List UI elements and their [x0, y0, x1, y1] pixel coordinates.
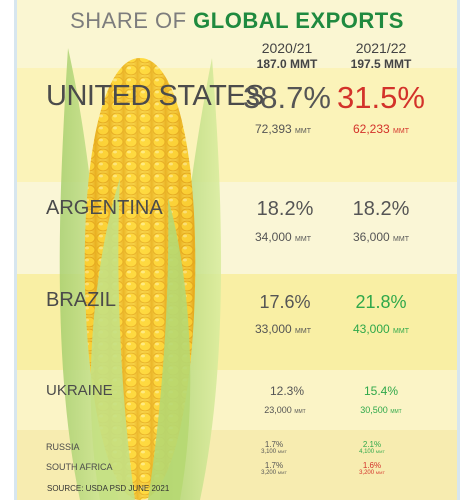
share-2021: 1.6%	[362, 461, 382, 470]
share-2021: 21.8%	[355, 292, 407, 312]
column-header-2020: 2020/21 187.0 MMT	[232, 40, 342, 71]
volume-2020: 3,100 MMT	[244, 449, 304, 455]
share-2020: 18.2%	[256, 198, 314, 220]
volume-2021: 4,100 MMT	[342, 449, 402, 455]
country-label: SOUTH AFRICA	[46, 462, 113, 472]
source-note: SOURCE: USDA PSD JUNE 2021	[47, 484, 170, 493]
country-label: ARGENTINA	[46, 197, 163, 219]
unit-label: MMT	[390, 409, 402, 415]
volume-value: 43,000	[353, 322, 390, 336]
column-year: 2020/21	[261, 40, 313, 56]
volume-2021: 3,200 MMT	[342, 470, 402, 476]
unit-label: MMT	[375, 449, 385, 454]
volume-2021: 36,000 MMT	[326, 230, 436, 244]
unit-label: MMT	[295, 236, 311, 243]
volume-value: 34,000	[255, 230, 292, 244]
country-label: UKRAINE	[46, 382, 113, 399]
unit-label: MMT	[393, 328, 409, 335]
share-2021: 15.4%	[363, 384, 399, 398]
unit-label: MMT	[277, 470, 287, 475]
volume-2020: 33,000 MMT	[228, 322, 338, 336]
country-label: BRAZIL	[46, 289, 117, 311]
volume-value: 4,100	[359, 449, 375, 455]
unit-label: MMT	[277, 449, 287, 454]
share-2021: 2.1%	[362, 440, 382, 449]
title-emphasis: GLOBAL EXPORTS	[193, 8, 404, 33]
volume-value: 3,100	[261, 449, 277, 455]
page-title: SHARE OF GLOBAL EXPORTS	[0, 8, 474, 34]
title-lead: SHARE OF	[70, 8, 194, 33]
column-total: 197.5 MMT	[350, 57, 412, 71]
volume-2020: 34,000 MMT	[228, 230, 338, 244]
volume-value: 62,233	[353, 122, 390, 136]
left-border	[0, 0, 17, 500]
volume-value: 33,000	[255, 322, 292, 336]
unit-label: MMT	[375, 470, 385, 475]
column-header-2021: 2021/22 197.5 MMT	[326, 40, 436, 71]
corn-cob-illustration	[59, 48, 222, 500]
volume-2021: 30,500 MMT	[326, 405, 436, 415]
unit-label: MMT	[393, 128, 409, 135]
country-label: UNITED STATES	[46, 80, 265, 112]
share-2021: 18.2%	[352, 198, 410, 220]
volume-value: 30,500	[360, 405, 388, 415]
share-2020: 1.7%	[264, 461, 284, 470]
share-2020: 1.7%	[264, 440, 284, 449]
volume-value: 3,200	[261, 470, 277, 476]
volume-2021: 62,233 MMT	[326, 122, 436, 136]
volume-value: 23,000	[264, 405, 292, 415]
volume-2020: 23,000 MMT	[230, 405, 340, 415]
volume-2020: 3,200 MMT	[244, 470, 304, 476]
share-2020: 12.3%	[269, 384, 305, 398]
volume-2021: 43,000 MMT	[326, 322, 436, 336]
share-2020: 17.6%	[259, 292, 311, 312]
volume-2020: 72,393 MMT	[228, 122, 338, 136]
unit-label: MMT	[294, 409, 306, 415]
share-2021: 31.5%	[337, 80, 425, 115]
unit-label: MMT	[393, 236, 409, 243]
right-border	[457, 0, 474, 500]
column-total: 187.0 MMT	[256, 57, 318, 71]
country-label: RUSSIA	[46, 442, 80, 452]
volume-value: 72,393	[255, 122, 292, 136]
column-year: 2021/22	[355, 40, 407, 56]
unit-label: MMT	[295, 328, 311, 335]
volume-value: 36,000	[353, 230, 390, 244]
unit-label: MMT	[295, 128, 311, 135]
volume-value: 3,200	[359, 470, 375, 476]
row-band-united-states	[17, 68, 457, 182]
share-2020: 38.7%	[243, 80, 331, 115]
